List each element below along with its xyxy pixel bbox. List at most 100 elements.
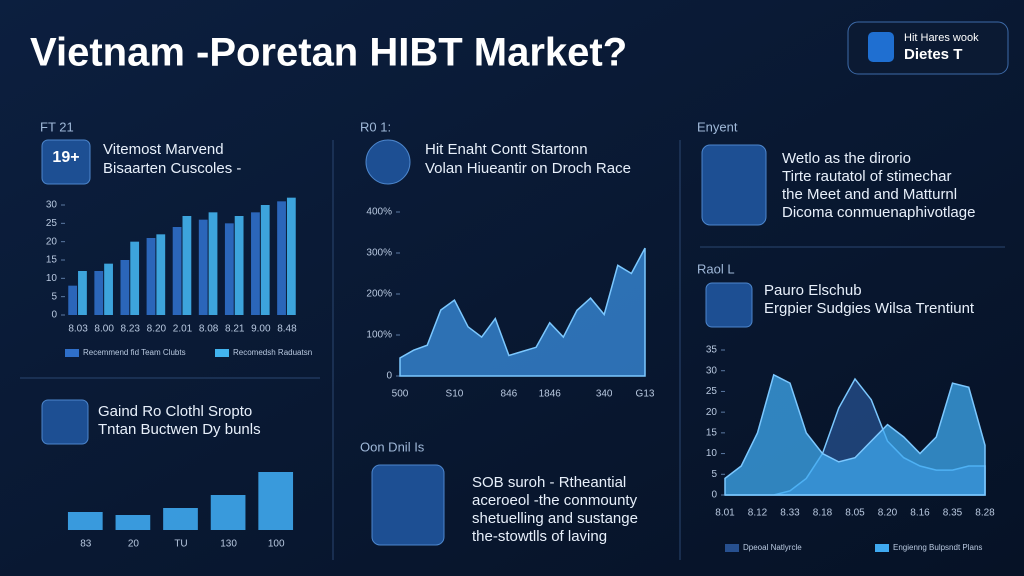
y-tick-label: 35 (706, 345, 718, 356)
bar (68, 285, 78, 315)
y-tick-label: 25 (706, 386, 718, 397)
panel-icon (41, 399, 89, 445)
panel-line: the Meet and and Matturnl (782, 186, 957, 203)
bar (130, 241, 140, 315)
legend-swatch (65, 349, 79, 357)
panel-icon (365, 139, 411, 185)
panel-tag: Enyent (697, 119, 738, 134)
logo-text: Dietes T (904, 46, 962, 63)
y-tick-label: 30 (46, 200, 58, 211)
x-tick-label: 8.35 (943, 508, 963, 519)
panel-line: SOB suroh - Rtheantial (472, 474, 626, 491)
legend-label: Dpeoal Natlyrcle (743, 543, 802, 552)
legend-label: Recemmend fid Team Clubts (83, 348, 186, 357)
panel-icon (705, 282, 753, 328)
logo-icon (868, 32, 894, 62)
x-tick-label: 8.48 (277, 324, 297, 335)
x-tick-label: G13 (636, 389, 655, 400)
y-tick-label: 0 (711, 490, 717, 501)
x-tick-label: 8.18 (813, 508, 833, 519)
y-tick-label: 20 (46, 236, 58, 247)
bar (163, 508, 198, 530)
legend-swatch (875, 544, 889, 552)
y-tick-label: 0 (386, 371, 392, 382)
y-tick-label: 25 (46, 218, 58, 229)
bar (115, 515, 151, 530)
panel-line: Dicoma conmuenaphivotlage (782, 204, 975, 221)
bar (104, 263, 113, 315)
panel-tag: Raol L (697, 261, 735, 276)
x-tick-label: 8.23 (121, 324, 141, 335)
panel-line: Wetlo as the dirorio (782, 150, 911, 167)
panel-line: Tirte rautatol of stimechar (782, 168, 952, 185)
panel-tag: FT 21 (40, 119, 74, 134)
panel-title: Gaind Ro Clothl Sropto (98, 403, 252, 420)
x-tick-label: 9.00 (251, 324, 271, 335)
bar (260, 205, 270, 315)
y-tick-label: 100% (366, 330, 392, 341)
x-tick-label: 20 (128, 539, 140, 550)
panel-line: aceroeol -the conmounty (472, 492, 638, 509)
y-tick-label: 400% (366, 207, 392, 218)
y-tick-label: 10 (46, 273, 58, 284)
panel-tag: R0 1: (360, 119, 391, 134)
bar (182, 216, 192, 315)
logo-text: Hit Hares wook (904, 32, 979, 44)
x-tick-label: TU (174, 539, 187, 550)
y-tick-label: 20 (706, 407, 718, 418)
bar (210, 495, 246, 530)
bar (156, 234, 166, 315)
bar (67, 512, 103, 530)
panel-icon-text: 19+ (52, 149, 79, 166)
area (399, 247, 646, 377)
x-tick-label: 340 (596, 389, 613, 400)
panel-line: the-stowtlls of laving (472, 528, 607, 545)
x-tick-label: 8.20 (878, 508, 898, 519)
bar (234, 216, 244, 315)
x-tick-label: 8.00 (94, 324, 114, 335)
panel-subtitle: Bisaarten Cuscoles - (103, 160, 241, 177)
y-tick-label: 5 (711, 469, 717, 480)
bar (208, 212, 218, 315)
x-tick-label: 8.01 (715, 508, 735, 519)
x-tick-label: 8.33 (780, 508, 800, 519)
x-tick-label: 500 (392, 389, 409, 400)
x-tick-label: 100 (268, 539, 285, 550)
panel-subtitle: Volan Hiueantir on Droch Race (425, 160, 631, 177)
panel-subtitle: Ergpier Sudgies Wilsa Trentiunt (764, 300, 975, 317)
x-tick-label: 8.16 (910, 508, 930, 519)
bar (78, 271, 87, 315)
x-tick-label: S10 (446, 389, 464, 400)
panel-tag: Oon Dnil Is (360, 439, 425, 454)
x-tick-label: 8.05 (845, 508, 865, 519)
bar (198, 219, 208, 315)
legend-label: Engienng Bulpsndt Plans (893, 543, 982, 552)
x-tick-label: 130 (220, 539, 237, 550)
panel-icon (371, 464, 445, 546)
y-tick-label: 15 (46, 255, 58, 266)
bar (286, 197, 296, 315)
bar (224, 223, 234, 315)
panel-title: Pauro Elschub (764, 282, 862, 299)
x-tick-label: 83 (80, 539, 92, 550)
x-tick-label: 8.03 (68, 324, 88, 335)
y-tick-label: 5 (51, 291, 57, 302)
y-tick-label: 200% (366, 289, 392, 300)
y-tick-label: 300% (366, 248, 392, 259)
x-tick-label: 8.12 (748, 508, 768, 519)
bar (120, 260, 130, 315)
x-tick-label: 8.28 (975, 508, 995, 519)
panel-icon (41, 139, 91, 185)
x-tick-label: 846 (501, 389, 518, 400)
x-tick-label: 8.08 (199, 324, 219, 335)
bar (258, 472, 294, 530)
y-tick-label: 30 (706, 365, 718, 376)
legend-label: Recomedsh Raduatsn (233, 348, 312, 357)
x-tick-label: 8.20 (147, 324, 167, 335)
x-tick-label: 1846 (539, 389, 562, 400)
bar (172, 227, 182, 315)
bar (94, 271, 104, 315)
bar (251, 212, 260, 315)
y-tick-label: 10 (706, 448, 718, 459)
